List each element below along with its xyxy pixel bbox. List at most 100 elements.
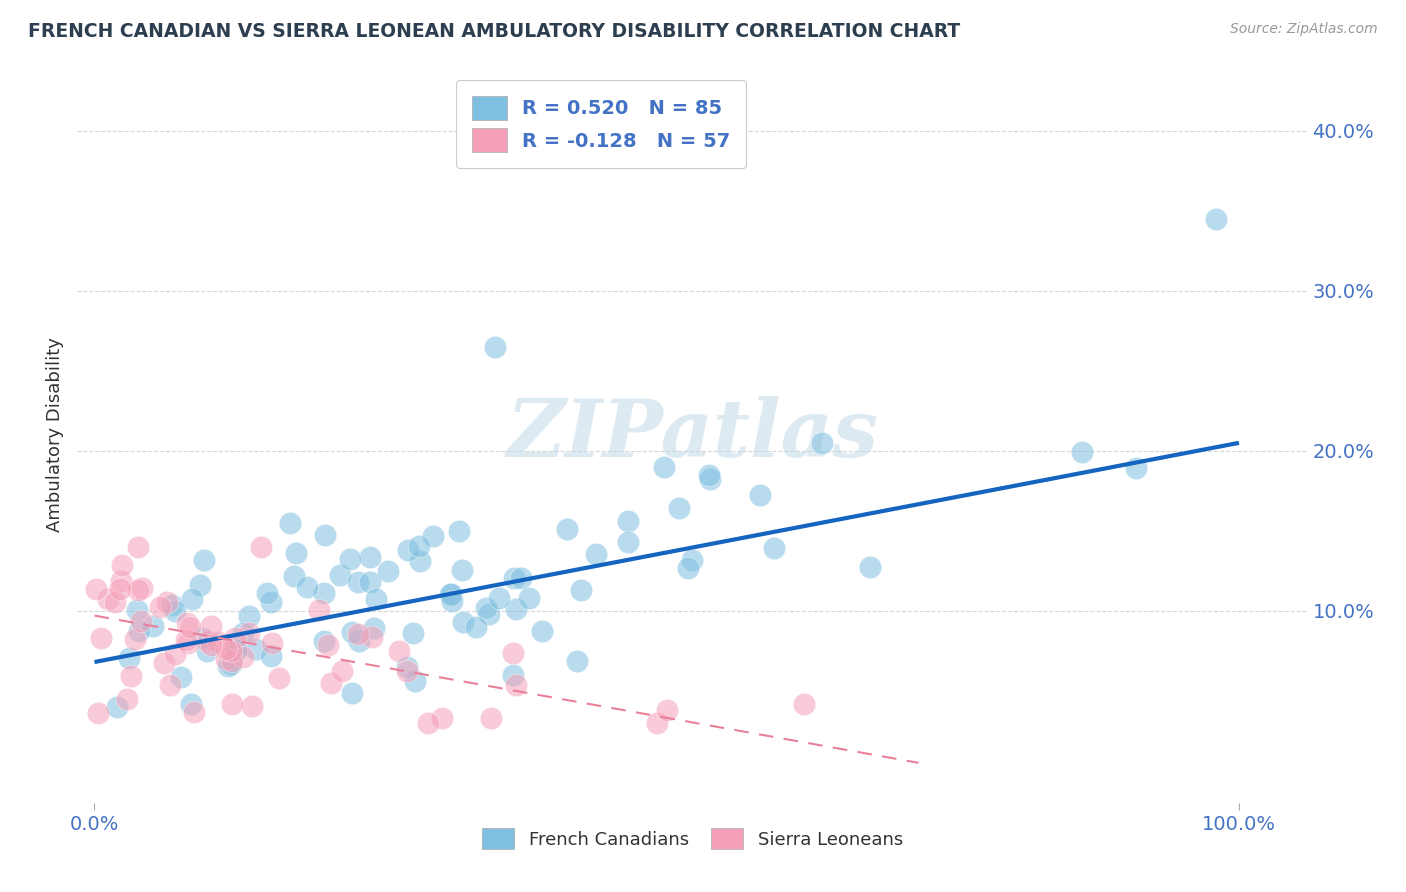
Point (330, 664, 353, 678)
Point (484, 340, 506, 354)
Point (105, 699, 128, 714)
Point (502, 668, 524, 682)
Point (347, 574, 370, 589)
Point (321, 676, 343, 690)
Point (120, 669, 142, 683)
Point (654, 460, 676, 475)
Point (111, 558, 134, 572)
Point (699, 467, 721, 482)
Point (668, 501, 690, 516)
Point (793, 697, 815, 711)
Point (284, 546, 307, 560)
Point (217, 659, 239, 673)
Point (238, 609, 260, 624)
Point (267, 671, 290, 685)
Point (329, 568, 352, 582)
Point (231, 626, 253, 640)
Point (359, 574, 381, 589)
Point (118, 650, 141, 665)
Point (316, 638, 339, 652)
Point (440, 593, 463, 607)
Point (811, 436, 834, 450)
Point (125, 603, 148, 617)
Point (859, 560, 882, 574)
Point (149, 599, 172, 614)
Point (479, 711, 502, 725)
Point (314, 527, 336, 541)
Point (699, 472, 721, 486)
Point (569, 582, 592, 597)
Point (565, 654, 588, 668)
Point (439, 587, 461, 601)
Point (377, 565, 399, 579)
Point (221, 697, 243, 711)
Point (349, 634, 371, 648)
Point (124, 632, 146, 646)
Point (339, 552, 361, 566)
Point (396, 664, 419, 678)
Point (314, 586, 336, 600)
Point (160, 598, 183, 612)
Point (225, 643, 247, 657)
Point (763, 541, 786, 555)
Point (503, 571, 526, 585)
Point (200, 619, 222, 633)
Point (346, 626, 368, 640)
Point (215, 641, 238, 656)
Point (179, 620, 201, 634)
Point (359, 550, 381, 565)
Point (117, 692, 139, 706)
Point (176, 615, 198, 630)
Point (555, 522, 578, 536)
Point (195, 634, 218, 648)
Point (430, 711, 453, 725)
Point (90, 631, 112, 645)
Point (174, 633, 197, 648)
Point (142, 618, 165, 632)
Point (505, 678, 527, 692)
Legend: French Canadians, Sierra Leoneans: French Canadians, Sierra Leoneans (471, 817, 914, 860)
Point (110, 574, 132, 589)
Point (395, 660, 418, 674)
Point (127, 540, 149, 554)
Point (219, 644, 242, 658)
Point (422, 529, 444, 543)
Point (86, 582, 108, 596)
Point (440, 587, 463, 601)
Point (193, 553, 215, 567)
Point (617, 534, 640, 549)
Point (153, 657, 176, 671)
Point (517, 591, 540, 606)
Point (283, 569, 305, 583)
Point (225, 641, 247, 656)
Point (260, 595, 283, 609)
Point (676, 561, 699, 575)
Point (188, 578, 211, 592)
Point (585, 547, 607, 561)
Point (404, 673, 426, 688)
Point (219, 657, 242, 671)
Point (163, 647, 186, 661)
Point (262, 636, 284, 650)
Point (180, 698, 202, 712)
Point (749, 488, 772, 502)
Point (308, 603, 330, 617)
Point (260, 648, 283, 663)
Point (465, 620, 488, 634)
Point (647, 715, 669, 730)
Point (224, 631, 246, 645)
Point (240, 699, 263, 714)
Point (1205, 211, 1227, 226)
Point (617, 514, 640, 528)
Point (340, 625, 363, 640)
Point (127, 582, 149, 597)
Point (361, 630, 384, 644)
Point (183, 705, 205, 719)
Point (478, 607, 501, 622)
Point (488, 591, 510, 606)
Point (340, 686, 363, 700)
Point (200, 638, 222, 652)
Point (108, 582, 131, 596)
Point (238, 626, 260, 640)
Point (314, 634, 336, 648)
